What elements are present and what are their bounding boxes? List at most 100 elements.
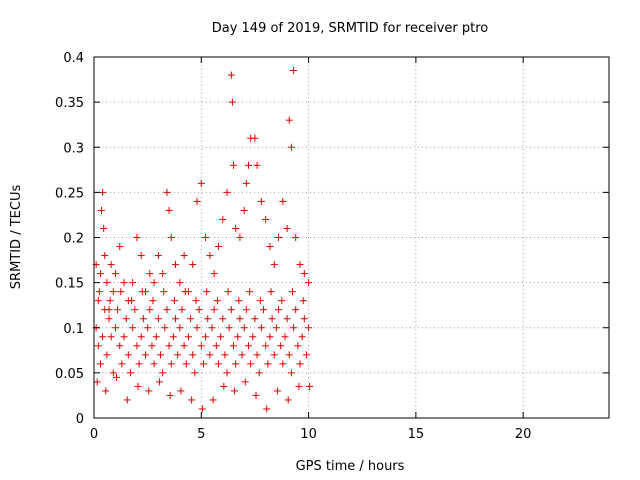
data-point [152,333,160,341]
data-point [150,360,158,368]
data-point [163,188,171,196]
data-point [270,351,278,359]
data-point [232,360,240,368]
data-point [128,297,136,305]
data-point [246,288,254,296]
data-point [234,333,242,341]
data-point [251,134,259,142]
data-point [270,261,278,269]
data-point [149,297,157,305]
data-point [165,342,173,350]
data-point [240,324,248,332]
data-point [257,324,265,332]
data-point [103,279,111,287]
data-point [221,351,229,359]
data-point [146,270,154,278]
data-point [167,360,175,368]
data-point [202,333,210,341]
data-point [198,405,206,413]
data-point [277,342,285,350]
data-point [217,333,225,341]
data-point [137,252,145,260]
data-point [267,288,275,296]
data-point [133,342,141,350]
data-point [283,224,291,232]
data-point [101,306,109,314]
data-point [285,116,293,124]
data-point [209,396,217,404]
data-point [180,252,188,260]
data-point [111,324,119,332]
data-point [96,360,104,368]
data-point [187,315,195,323]
data-point [133,234,141,241]
data-point [306,382,314,390]
data-point [155,378,163,386]
data-point [114,306,122,314]
data-point [94,297,102,305]
data-point [296,360,304,368]
data-point [220,382,228,390]
data-point [227,306,235,314]
data-point [126,369,134,377]
data-point [189,351,197,359]
data-point [287,369,295,377]
data-point [109,369,117,377]
data-point [157,351,165,359]
data-point [106,297,114,305]
data-point [120,333,128,341]
data-point [129,279,137,287]
data-point [263,405,271,413]
data-point [278,297,286,305]
data-point [268,315,276,323]
data-point [184,333,192,341]
data-point [242,179,250,187]
data-point [241,378,249,386]
data-point [299,297,307,305]
data-point [292,306,300,314]
data-point [256,297,264,305]
data-point [203,288,211,296]
data-point [96,270,104,278]
data-point [210,306,218,314]
y-tick-label: 0.1 [63,322,84,337]
data-point [98,206,106,214]
data-point [212,342,220,350]
data-point [252,391,260,399]
data-point [245,161,252,169]
y-tick-label: 0 [76,412,84,427]
data-point [223,188,231,196]
data-point [142,351,149,359]
data-point [144,324,152,332]
data-point [123,396,131,404]
data-point [181,288,189,296]
data-point [178,306,186,314]
data-point [253,351,261,359]
data-point [193,324,201,332]
x-tick-label: 0 [90,427,98,442]
data-point [154,315,162,323]
data-point [255,369,263,377]
data-point [225,324,233,332]
data-point [101,252,109,260]
data-point [159,369,167,377]
data-point [135,360,143,368]
data-point [163,306,171,314]
data-point [117,288,125,296]
data-point [300,315,308,323]
data-point [160,288,168,296]
data-point [210,270,218,278]
data-point [279,360,287,368]
data-point [235,297,243,305]
data-point [111,270,119,278]
data-point [102,387,110,395]
data-point [206,351,214,359]
data-point [192,297,200,305]
data-point [99,333,107,341]
data-point [197,342,205,350]
data-point [113,373,121,381]
data-point [204,315,212,323]
data-point [275,306,283,314]
data-point [107,261,115,269]
data-point [129,324,137,332]
